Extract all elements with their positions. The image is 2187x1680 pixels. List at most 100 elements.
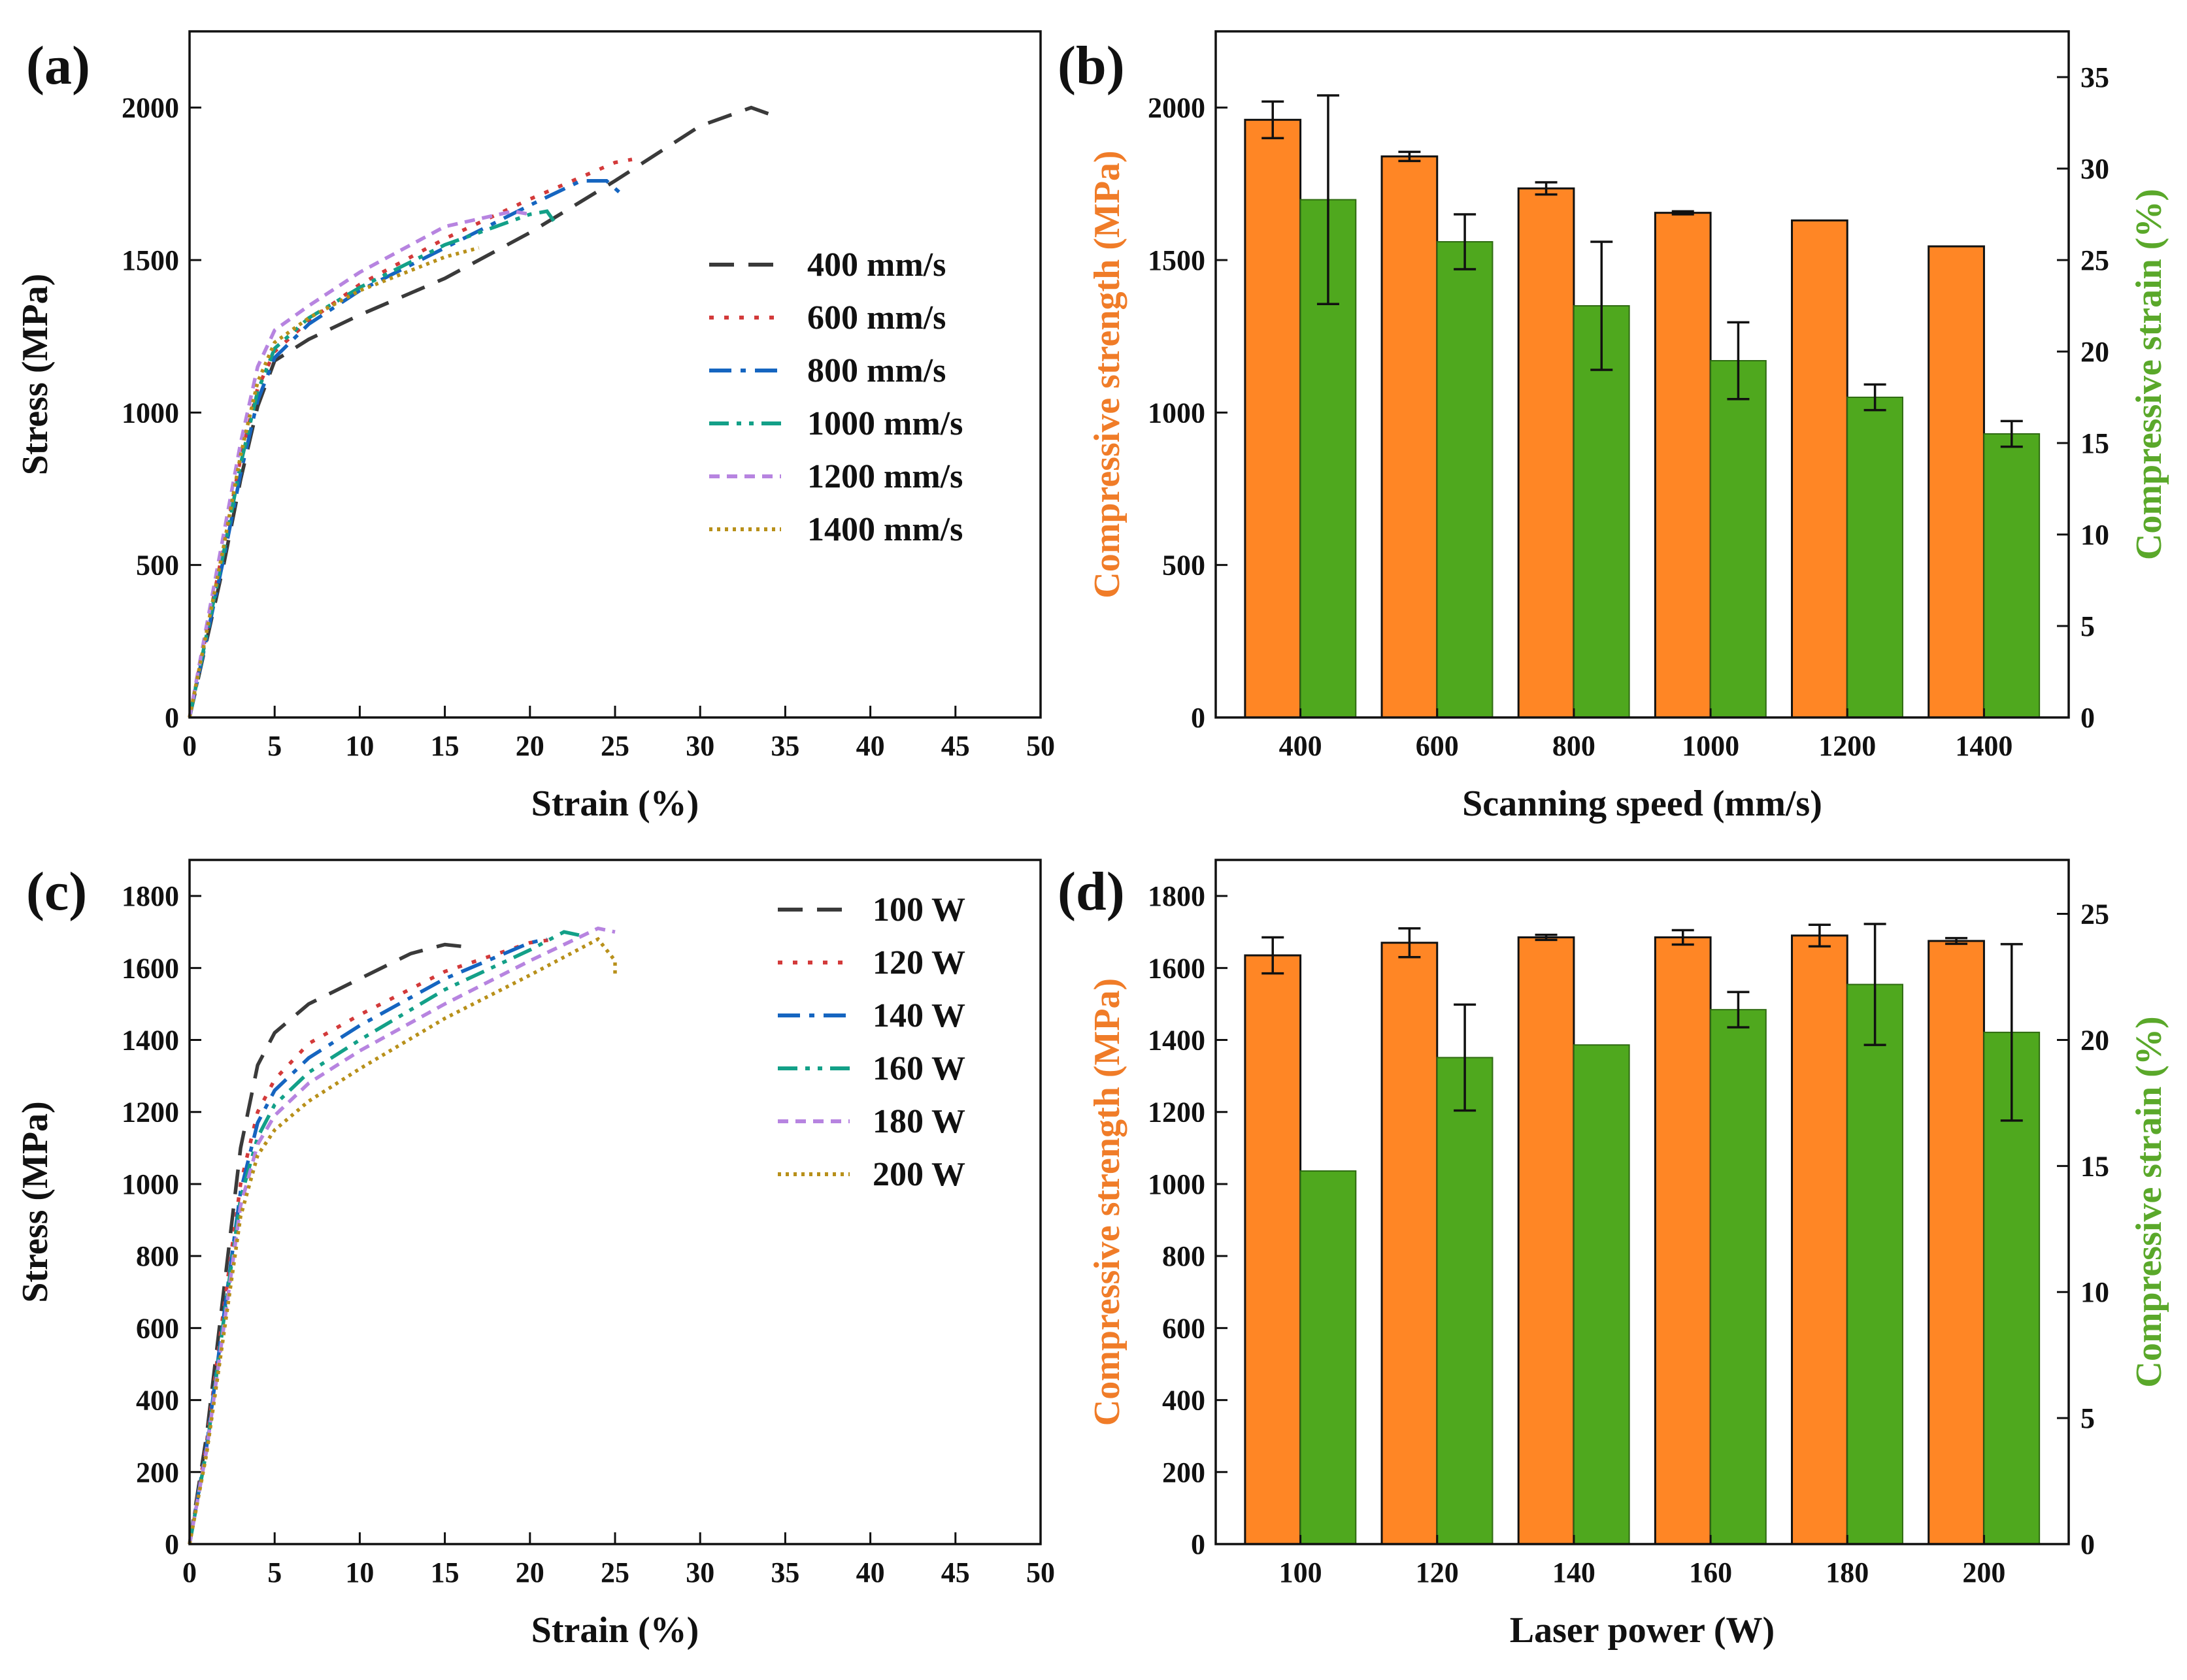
- y-tick-label: 800: [1162, 1240, 1205, 1272]
- y2-tick-label: 20: [2080, 1024, 2109, 1056]
- legend-label: 100 W: [873, 891, 965, 929]
- y-tick-label: 500: [1162, 550, 1205, 582]
- x-tick-label: 35: [771, 730, 799, 762]
- y2-tick-label: 25: [2080, 244, 2109, 276]
- series-line-140-W: [188, 937, 548, 1545]
- legend: 400 mm/s 600 mm/s 800 mm/s 1000 mm/s 1200 mm…: [709, 246, 963, 548]
- y-tick-label: 1500: [1148, 244, 1205, 276]
- y2-tick-label: 0: [2080, 1528, 2095, 1560]
- y-tick-label: 400: [1162, 1385, 1205, 1417]
- strength-bar: [1517, 187, 1575, 719]
- y-axis-title: Stress (MPa): [15, 1101, 56, 1302]
- y2-tick-label: 30: [2080, 153, 2109, 185]
- strength-bar: [1380, 155, 1439, 719]
- y-tick-label: 0: [1191, 702, 1205, 734]
- legend-label: 1000 mm/s: [807, 405, 963, 442]
- x-tick-label: 0: [182, 730, 197, 762]
- x-tick-label: 180: [1826, 1556, 1869, 1589]
- x-tick-label: 20: [516, 730, 544, 762]
- x-tick-label: 600: [1416, 730, 1459, 762]
- x-tick-label: 5: [267, 730, 282, 762]
- y-tick-label: 0: [165, 1528, 179, 1560]
- x-tick-label: 160: [1689, 1556, 1732, 1589]
- x-tick-label: 25: [601, 1556, 629, 1589]
- panel-label: (b): [1058, 35, 1125, 96]
- y-tick-label: 1800: [122, 880, 179, 912]
- y-tick-label: 0: [165, 702, 179, 734]
- y-tick-label: 1200: [1148, 1096, 1205, 1128]
- y-tick-label: 1200: [122, 1096, 179, 1128]
- legend-label: 180 W: [873, 1103, 965, 1140]
- y-tick-label: 1600: [1148, 952, 1205, 984]
- strength-bar: [1517, 936, 1575, 1545]
- x-axis-title: Scanning speed (mm/s): [1462, 783, 1822, 824]
- series-line-400-mms: [188, 105, 769, 718]
- panel-3-plot-frame: [1214, 859, 2070, 1545]
- x-tick-label: 15: [431, 1556, 459, 1589]
- series-line-180-W: [188, 926, 616, 1545]
- y2-tick-label: 10: [2080, 519, 2109, 551]
- strain-bar: [1299, 1170, 1357, 1545]
- x-tick-label: 1400: [1955, 730, 2012, 762]
- y-tick-label: 600: [1162, 1312, 1205, 1344]
- x-tick-label: 35: [771, 1556, 799, 1589]
- strain-bar: [1573, 1044, 1630, 1545]
- y-tick-label: 600: [136, 1312, 179, 1344]
- y-tick-label: 2000: [1148, 92, 1205, 124]
- legend-label: 1400 mm/s: [807, 511, 963, 548]
- panel-0-plot-frame: [188, 30, 1042, 719]
- panel-label: (d): [1058, 861, 1125, 922]
- x-axis-title: Strain (%): [531, 1610, 699, 1651]
- x-tick-label: 5: [267, 1556, 282, 1589]
- y-tick-label: 1000: [122, 397, 179, 429]
- x-tick-label: 30: [686, 1556, 714, 1589]
- strength-bar: [1380, 942, 1439, 1545]
- y-tick-label: 200: [1162, 1457, 1205, 1489]
- panel-2-chart: 0 5 10 15 20 25 30 35 40 45 50 0 200 400 600 800 1000 120…: [15, 880, 1055, 1651]
- strength-bar: [1244, 954, 1302, 1545]
- x-axis-title: Laser power (W): [1510, 1610, 1775, 1651]
- strain-bar: [1573, 305, 1630, 718]
- strain-bar: [1436, 1057, 1494, 1545]
- x-tick-label: 10: [345, 730, 374, 762]
- y-tick-label: 500: [136, 550, 179, 582]
- x-tick-label: 400: [1279, 730, 1322, 762]
- legend-label: 400 mm/s: [807, 246, 946, 284]
- x-tick-label: 0: [182, 1556, 197, 1589]
- strength-bar: [1791, 934, 1848, 1545]
- legend-label: 120 W: [873, 944, 965, 981]
- strain-bar: [1846, 983, 1903, 1545]
- y2-axis-title-strain: Compressive strain (%): [2129, 189, 2169, 560]
- y-tick-label: 400: [136, 1385, 179, 1417]
- panel-1-plot-frame: [1214, 30, 2070, 719]
- x-tick-label: 45: [941, 730, 970, 762]
- strength-bar: [1244, 118, 1302, 719]
- panel-0-chart: 0 5 10 15 20 25 30 35 40 45 500500100015002000Stra…: [15, 92, 1055, 824]
- x-tick-label: 50: [1026, 730, 1055, 762]
- legend-label: 140 W: [873, 997, 965, 1034]
- y2-tick-label: 20: [2080, 336, 2109, 368]
- x-tick-label: 10: [345, 1556, 374, 1589]
- y2-axis-title-strain: Compressive strain (%): [2129, 1016, 2169, 1387]
- legend-label: 160 W: [873, 1050, 965, 1087]
- strain-bar: [1710, 360, 1767, 718]
- y-tick-label: 1600: [122, 952, 179, 984]
- y-tick-label: 800: [136, 1240, 179, 1272]
- x-tick-label: 15: [431, 730, 459, 762]
- series-line-600-mms: [188, 157, 633, 718]
- legend-label: 600 mm/s: [807, 299, 946, 337]
- strength-bar: [1791, 219, 1848, 719]
- x-tick-label: 30: [686, 730, 714, 762]
- x-tick-label: 200: [1962, 1556, 2005, 1589]
- legend: 100 W 120 W 140 W 160 W 180 W 200 W: [778, 891, 965, 1193]
- y2-tick-label: 15: [2080, 427, 2109, 459]
- panel-3-chart: 100 120 140 160 180 2000200400600800100012001…: [1087, 880, 2169, 1651]
- strain-bar: [1436, 241, 1494, 718]
- y2-tick-label: 25: [2080, 898, 2109, 931]
- strength-bar: [1928, 940, 1985, 1545]
- series-line-1400-mms: [188, 246, 480, 718]
- y2-tick-label: 5: [2080, 1402, 2095, 1434]
- y-tick-label: 1500: [122, 244, 179, 276]
- x-tick-label: 40: [856, 730, 885, 762]
- x-tick-label: 40: [856, 1556, 885, 1589]
